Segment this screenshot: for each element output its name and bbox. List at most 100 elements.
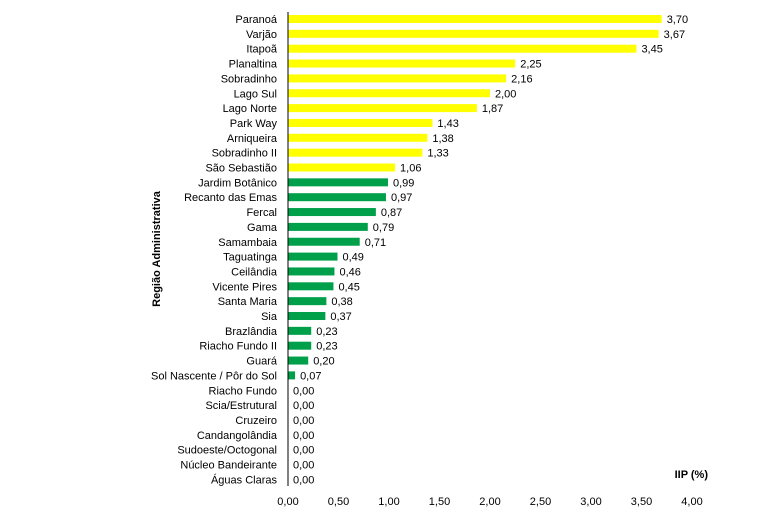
category-label: Sudoeste/Octogonal xyxy=(177,445,277,457)
value-label: 1,87 xyxy=(482,103,503,115)
value-label: 0,00 xyxy=(293,400,314,412)
value-label: 0,23 xyxy=(316,341,337,353)
value-label: 2,25 xyxy=(520,59,541,71)
x-tick-label: 2,00 xyxy=(479,496,500,508)
category-labels-group: Paranoá Varjão Itapoã Planaltina Sobradinho L… xyxy=(151,14,278,486)
category-label: Vicente Pires xyxy=(212,281,277,293)
value-label: 0,20 xyxy=(313,356,334,368)
bar xyxy=(288,59,516,68)
bar xyxy=(288,74,507,83)
bar xyxy=(288,178,388,187)
category-label: Brazlândia xyxy=(225,326,278,338)
value-label: 0,87 xyxy=(381,207,402,219)
bar xyxy=(288,341,312,350)
category-label: Samambaia xyxy=(218,237,278,249)
category-label: Candangolândia xyxy=(197,430,278,442)
category-label: Santa Maria xyxy=(218,296,278,308)
category-label: Águas Claras xyxy=(211,473,278,486)
x-tick-labels-group: 0,00 0,50 1,00 1,50 2,00 2,50 3,00 3,50 4,00 xyxy=(277,496,702,508)
category-label: São Sebastião xyxy=(205,163,277,175)
bar xyxy=(288,297,327,306)
y-axis-title: Região Administrativa xyxy=(151,190,163,307)
value-label: 0,00 xyxy=(293,460,314,472)
value-label: 0,49 xyxy=(342,252,363,264)
category-label: Arniqueira xyxy=(227,133,278,145)
value-label: 0,00 xyxy=(293,415,314,427)
x-tick-label: 1,50 xyxy=(429,496,450,508)
bar xyxy=(288,282,334,291)
value-label: 2,00 xyxy=(495,88,516,100)
value-label: 0,00 xyxy=(293,474,314,486)
value-label: 0,46 xyxy=(339,266,360,278)
value-label: 0,45 xyxy=(338,281,359,293)
category-label: Paranoá xyxy=(235,14,277,26)
bar xyxy=(288,118,433,127)
bar xyxy=(288,163,396,172)
bar xyxy=(288,44,637,53)
category-label: Ceilândia xyxy=(231,266,278,278)
x-axis-title: IIP (%) xyxy=(675,469,709,481)
bars-group xyxy=(288,15,662,380)
category-label: Cruzeiro xyxy=(235,415,277,427)
category-label: Sobradinho II xyxy=(212,148,277,160)
bar xyxy=(288,326,312,335)
category-label: Park Way xyxy=(230,118,278,130)
category-label: Recanto das Emas xyxy=(184,192,277,204)
category-label: Riacho Fundo xyxy=(209,385,278,397)
bar xyxy=(288,356,309,365)
category-label: Taguatinga xyxy=(223,252,278,264)
category-label: Jardim Botânico xyxy=(198,177,277,189)
x-tick-label: 4,00 xyxy=(681,496,702,508)
value-label: 0,00 xyxy=(293,430,314,442)
category-label: Gama xyxy=(247,222,278,234)
value-label: 2,16 xyxy=(511,73,532,85)
bar xyxy=(288,29,659,38)
x-tick-label: 2,50 xyxy=(530,496,551,508)
x-tick-label: 3,50 xyxy=(631,496,652,508)
bar xyxy=(288,222,368,231)
value-label: 0,38 xyxy=(331,296,352,308)
value-label: 3,45 xyxy=(641,44,662,56)
bar xyxy=(288,148,423,157)
category-label: Sol Nascente / Pôr do Sol xyxy=(151,370,277,382)
bar xyxy=(288,371,296,380)
value-label: 0,37 xyxy=(330,311,351,323)
bar xyxy=(288,193,386,202)
value-label: 0,71 xyxy=(365,237,386,249)
category-label: Riacho Fundo II xyxy=(199,341,277,353)
value-label: 0,99 xyxy=(393,177,414,189)
value-label: 0,97 xyxy=(391,192,412,204)
value-label: 1,38 xyxy=(432,133,453,145)
category-label: Fercal xyxy=(246,207,277,219)
value-label: 1,43 xyxy=(437,118,458,130)
category-label: Lago Sul xyxy=(234,88,277,100)
category-label: Planaltina xyxy=(229,59,278,71)
value-label: 1,06 xyxy=(400,163,421,175)
x-tick-label: 0,50 xyxy=(328,496,349,508)
x-tick-label: 1,00 xyxy=(378,496,399,508)
value-label: 0,23 xyxy=(316,326,337,338)
bar xyxy=(288,252,338,261)
value-label: 0,00 xyxy=(293,445,314,457)
bar xyxy=(288,89,490,98)
bar xyxy=(288,104,477,113)
value-label: 1,33 xyxy=(427,148,448,160)
bar xyxy=(288,267,335,276)
value-labels-group: 3,70 3,673,45 2,25 2,16 2,00 1,87 1,43 1,38 1,33… xyxy=(293,14,688,486)
value-label: 3,70 xyxy=(667,14,688,26)
value-label: 0,79 xyxy=(373,222,394,234)
category-label: Lago Norte xyxy=(223,103,277,115)
category-label: Núcleo Bandeirante xyxy=(180,460,277,472)
category-label: Varjão xyxy=(246,29,277,41)
category-label: Guará xyxy=(246,356,277,368)
bar xyxy=(288,133,428,142)
value-label: 0,00 xyxy=(293,385,314,397)
category-label: Itapoã xyxy=(246,44,277,56)
bar xyxy=(288,312,326,320)
bar xyxy=(288,15,662,23)
category-label: Scia/Estrutural xyxy=(205,400,277,412)
bar xyxy=(288,237,360,246)
x-tick-label: 0,00 xyxy=(277,496,298,508)
